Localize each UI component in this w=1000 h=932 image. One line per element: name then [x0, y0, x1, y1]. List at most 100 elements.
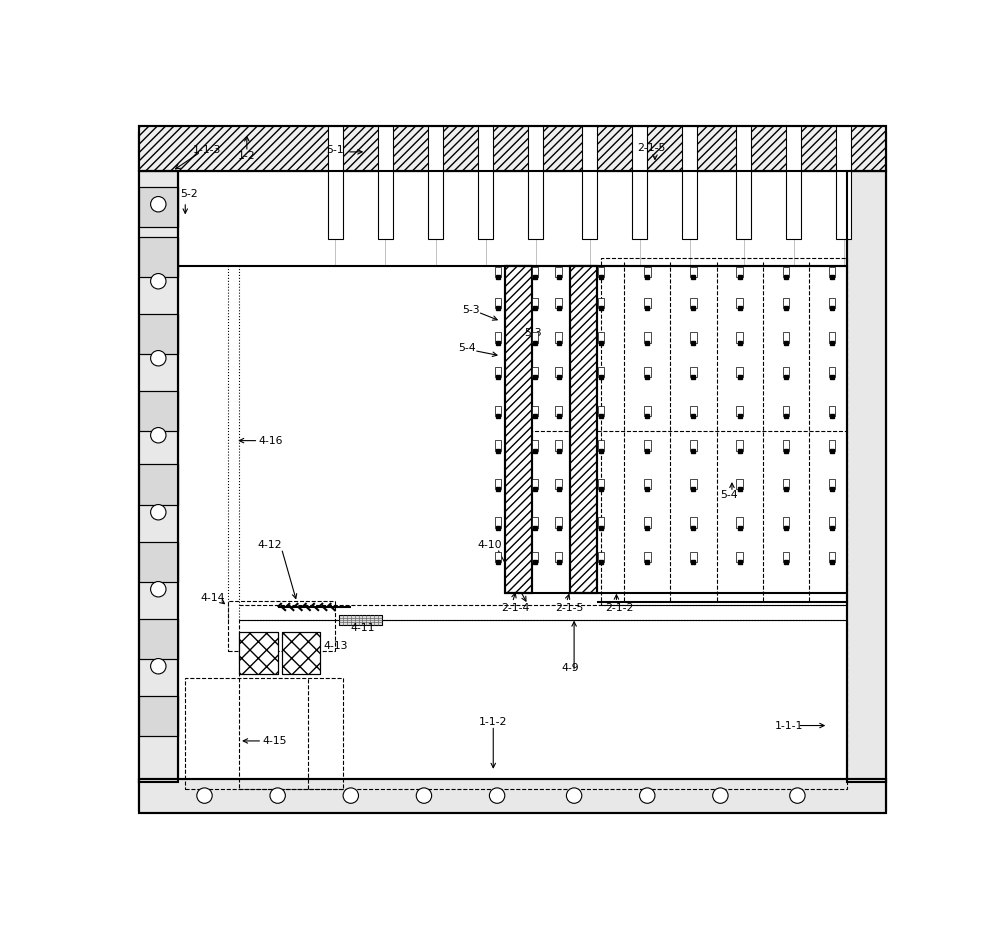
Bar: [139, 238, 178, 278]
Circle shape: [270, 788, 285, 803]
Bar: [139, 187, 178, 227]
Bar: [239, 620, 847, 789]
Bar: [139, 238, 178, 278]
Bar: [829, 333, 835, 343]
Bar: [495, 405, 501, 416]
Bar: [582, 126, 597, 239]
Text: 4-15: 4-15: [262, 736, 287, 746]
Bar: [139, 541, 178, 582]
Bar: [690, 517, 697, 528]
Bar: [829, 517, 835, 528]
Bar: [478, 126, 493, 239]
Bar: [139, 314, 178, 354]
Bar: [139, 779, 886, 813]
Bar: [495, 552, 501, 562]
Text: 5-3: 5-3: [524, 328, 542, 337]
Bar: [644, 367, 651, 377]
Circle shape: [151, 273, 166, 289]
Bar: [555, 479, 562, 489]
Bar: [736, 267, 743, 278]
Circle shape: [151, 197, 166, 212]
Circle shape: [566, 788, 582, 803]
Bar: [139, 541, 178, 582]
Bar: [829, 367, 835, 377]
Bar: [829, 267, 835, 278]
Bar: [601, 258, 847, 605]
Bar: [339, 614, 382, 625]
Bar: [239, 632, 278, 674]
Bar: [528, 126, 543, 239]
Text: 1-1-2: 1-1-2: [479, 717, 507, 727]
Bar: [682, 126, 697, 239]
Bar: [139, 779, 886, 813]
Bar: [829, 405, 835, 416]
Bar: [139, 314, 178, 354]
Bar: [736, 479, 743, 489]
Bar: [786, 126, 801, 239]
Text: 4-11: 4-11: [351, 623, 375, 633]
Bar: [570, 266, 597, 593]
Bar: [736, 126, 751, 239]
Bar: [555, 333, 562, 343]
Bar: [644, 333, 651, 343]
Bar: [598, 517, 604, 528]
Circle shape: [343, 788, 358, 803]
Bar: [736, 517, 743, 528]
Bar: [644, 267, 651, 278]
Bar: [139, 171, 178, 782]
Bar: [139, 695, 178, 735]
Bar: [532, 367, 538, 377]
Bar: [239, 632, 278, 674]
Bar: [783, 479, 789, 489]
Text: 4-13: 4-13: [324, 641, 348, 651]
Text: 5-4: 5-4: [720, 489, 738, 500]
Text: 2-1-4: 2-1-4: [501, 603, 529, 612]
Circle shape: [713, 788, 728, 803]
Text: 5-4: 5-4: [459, 343, 476, 353]
Text: 5-1: 5-1: [326, 145, 344, 156]
Bar: [532, 333, 538, 343]
Text: 2-1-5: 2-1-5: [637, 143, 665, 153]
Bar: [736, 333, 743, 343]
Text: 1-1-1: 1-1-1: [774, 720, 803, 731]
Bar: [228, 601, 335, 651]
Circle shape: [151, 504, 166, 520]
Bar: [783, 367, 789, 377]
Bar: [847, 171, 886, 782]
Text: 2-1-5: 2-1-5: [555, 603, 583, 612]
Bar: [783, 552, 789, 562]
Bar: [532, 479, 538, 489]
Bar: [783, 440, 789, 451]
Bar: [783, 333, 789, 343]
Bar: [555, 405, 562, 416]
Bar: [282, 632, 320, 674]
Bar: [532, 405, 538, 416]
Bar: [555, 297, 562, 308]
Text: 1-2: 1-2: [238, 151, 256, 160]
Circle shape: [151, 659, 166, 674]
Bar: [644, 552, 651, 562]
Bar: [532, 552, 538, 562]
Bar: [847, 171, 886, 782]
Text: 1-1-3: 1-1-3: [193, 145, 221, 156]
Bar: [495, 333, 501, 343]
Bar: [736, 297, 743, 308]
Bar: [690, 297, 697, 308]
Bar: [598, 267, 604, 278]
Bar: [736, 405, 743, 416]
Bar: [690, 405, 697, 416]
Bar: [139, 391, 178, 432]
Bar: [644, 517, 651, 528]
Bar: [690, 552, 697, 562]
Text: 4-16: 4-16: [258, 435, 283, 445]
Bar: [644, 405, 651, 416]
Bar: [690, 440, 697, 451]
Text: 5-3: 5-3: [462, 305, 480, 315]
Bar: [139, 127, 886, 171]
Text: 5-2: 5-2: [180, 189, 197, 199]
Bar: [139, 464, 178, 504]
Bar: [598, 552, 604, 562]
Bar: [644, 479, 651, 489]
Bar: [783, 267, 789, 278]
Circle shape: [151, 428, 166, 443]
